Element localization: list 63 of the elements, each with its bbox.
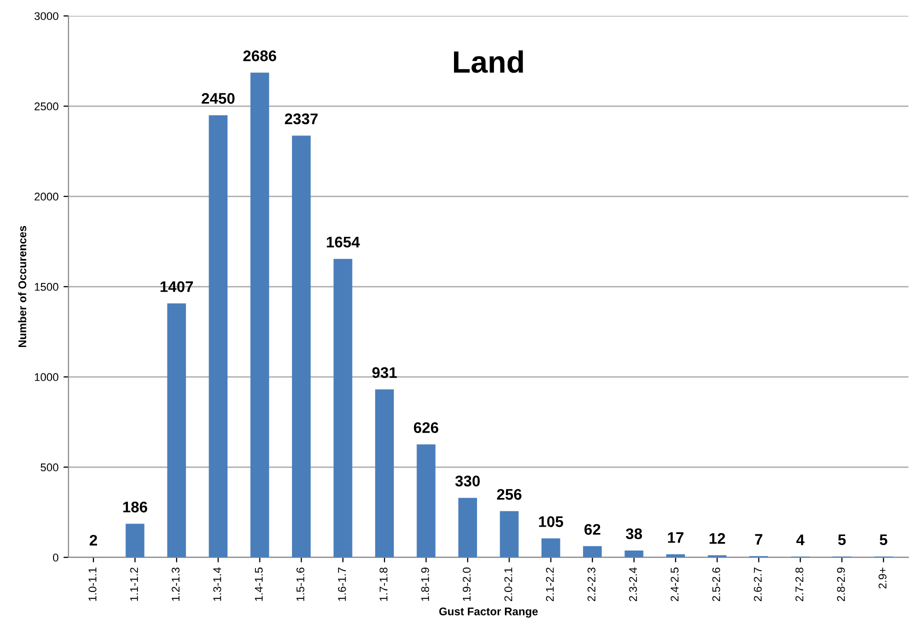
- bar: [458, 498, 478, 558]
- data-label: 1407: [160, 281, 193, 292]
- bar: [416, 444, 436, 558]
- data-label: 105: [539, 516, 564, 528]
- x-tick-label: 2.0-2.1: [504, 568, 512, 602]
- data-label: 2337: [284, 113, 318, 124]
- bar: [541, 538, 560, 558]
- data-label: 2686: [243, 50, 276, 62]
- data-label: 931: [372, 367, 397, 378]
- data-label: 2: [90, 534, 98, 546]
- x-tick-label: 2.2-2.3: [588, 568, 596, 602]
- x-tick-label: 2.7-2.8: [795, 568, 804, 602]
- bar: [500, 511, 519, 558]
- data-label: 7: [755, 534, 762, 545]
- x-tick-label: 1.4-1.5: [254, 568, 263, 601]
- x-tick-label: 1.5-1.6: [296, 568, 304, 601]
- x-tick-label: 1.9-2.0: [462, 568, 471, 601]
- bar: [126, 524, 144, 558]
- x-tick-label: 2.1-2.2: [546, 568, 554, 602]
- x-tick-label: 1.0-1.1: [88, 568, 96, 601]
- data-label: 62: [584, 524, 600, 535]
- y-tick-label: 3000: [34, 12, 58, 20]
- y-tick-label: 500: [40, 463, 58, 472]
- data-label: 2450: [202, 93, 235, 104]
- data-label: 12: [710, 533, 726, 544]
- text: Land: [454, 50, 523, 73]
- y-tick-label: 2500: [34, 102, 58, 110]
- data-label: 186: [123, 502, 148, 512]
- bar: [208, 115, 228, 558]
- y-axis-title: Number of Occurences: [18, 226, 26, 348]
- data-label: 1654: [326, 236, 360, 248]
- bar: [167, 303, 186, 558]
- x-tick-label: 1.8-1.9: [421, 568, 430, 601]
- y-tick-label: 1500: [34, 282, 58, 291]
- x-tick-label: 2.4-2.5: [670, 568, 679, 602]
- bar: [292, 136, 311, 558]
- data-label: 38: [626, 528, 642, 540]
- y-tick-label: 1000: [34, 373, 58, 382]
- x-tick-label: 2.5-2.6: [712, 568, 720, 602]
- data-label: 330: [455, 476, 480, 486]
- bar: [250, 72, 270, 558]
- data-label: 4: [796, 534, 804, 546]
- bar: [334, 258, 352, 558]
- data-label: 256: [497, 489, 522, 500]
- data-label: 17: [668, 532, 684, 543]
- x-tick-label: 2.3-2.4: [629, 567, 637, 602]
- y-tick-label: 0: [53, 554, 58, 562]
- x-tick-label: 1.7-1.8: [380, 568, 388, 601]
- x-axis-title: Gust Factor Range: [439, 607, 538, 618]
- bar: [583, 546, 602, 558]
- data-label: 626: [414, 422, 438, 434]
- x-tick-label: 2.9+: [878, 568, 886, 588]
- data-label: 5: [838, 534, 846, 546]
- x-tick-label: 1.3-1.4: [213, 567, 222, 601]
- x-tick-label: 2.8-2.9: [837, 568, 845, 602]
- y-tick-label: 2000: [34, 192, 58, 201]
- bar: [624, 550, 644, 558]
- x-tick-label: 1.1-1.2: [130, 568, 138, 601]
- data-label: 5: [880, 534, 888, 546]
- x-tick-label: 1.6-1.7: [338, 568, 346, 601]
- x-tick-label: 2.6-2.7: [754, 568, 762, 602]
- bar: [375, 389, 394, 558]
- x-tick-label: 1.2-1.3: [172, 568, 180, 601]
